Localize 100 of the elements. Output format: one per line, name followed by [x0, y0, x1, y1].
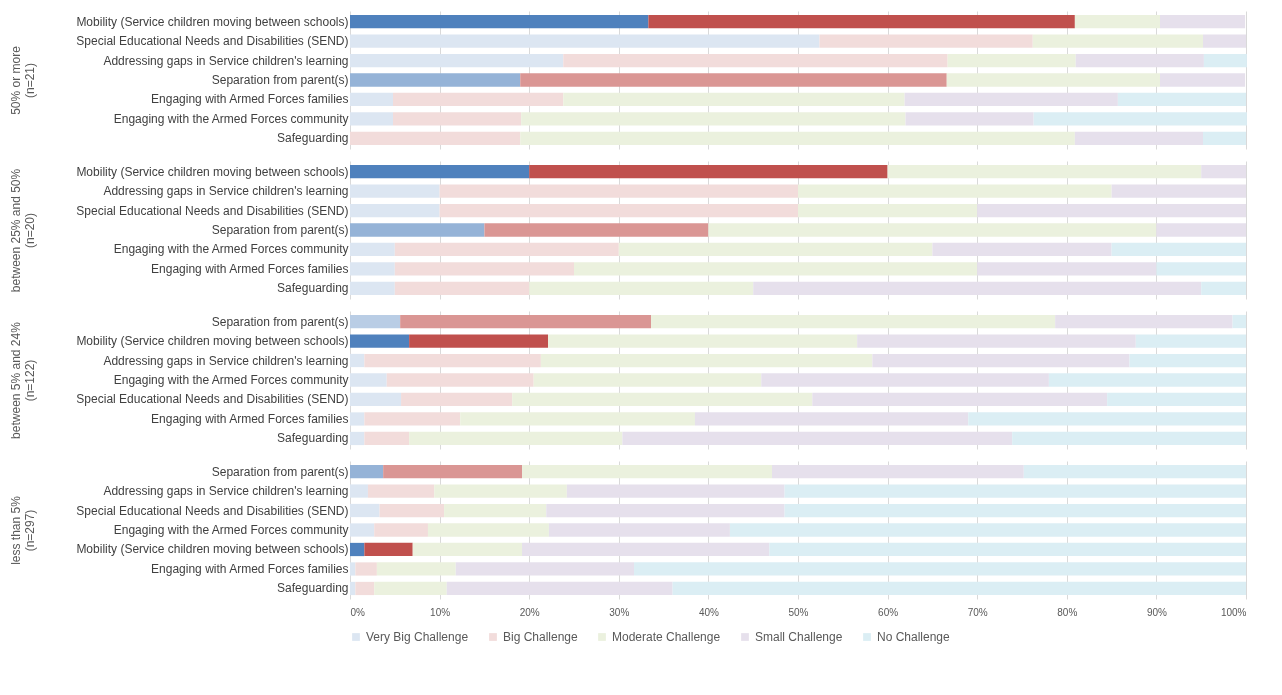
bar: [648, 14, 1075, 29]
bar: [350, 503, 380, 518]
bar: [394, 281, 530, 296]
bar: [364, 353, 541, 368]
bar: [350, 523, 375, 537]
bar: [355, 581, 375, 596]
legend-label: Moderate Challenge: [612, 630, 721, 644]
x-tick-label: 80%: [1057, 606, 1078, 618]
x-tick-label: 20%: [519, 606, 540, 618]
bar: [1156, 223, 1246, 237]
y-axis-title: 50% or more (n=21): [8, 45, 37, 115]
bar: [905, 112, 1034, 126]
bar: [819, 34, 1033, 48]
bar: [1156, 262, 1246, 276]
y-tick-label: Engaging with Armed Forces families: [151, 411, 349, 426]
bar: [439, 184, 798, 198]
bar: [350, 184, 440, 198]
bar: [784, 484, 1246, 498]
bar: [350, 242, 395, 257]
bar: [946, 73, 1160, 87]
y-tick-label: Engaging with the Armed Forces community: [113, 111, 349, 126]
bar: [1074, 131, 1203, 146]
bar: [350, 562, 356, 576]
bar: [1159, 14, 1246, 29]
bar: [977, 262, 1157, 276]
bar: [533, 373, 762, 387]
bar: [904, 92, 1118, 107]
bar: [622, 431, 1013, 446]
bar: [1012, 431, 1246, 446]
bar: [1202, 34, 1246, 48]
bar: [484, 223, 709, 237]
legend-label: Big Challenge: [503, 630, 579, 644]
bar: [1055, 314, 1233, 329]
bar: [386, 373, 534, 387]
legend-label: No Challenge: [877, 630, 951, 644]
y-tick-label: Mobility (Service children moving between schools): [76, 334, 349, 349]
bar: [798, 184, 1112, 198]
bar: [1023, 464, 1246, 479]
bar: [364, 412, 461, 426]
y-tick-label: Special Educational Needs and Disabilities (SEND): [76, 203, 349, 218]
x-tick-label: 40%: [698, 606, 720, 618]
bar: [446, 581, 673, 596]
y-tick-label: Separation from parent(s): [211, 73, 349, 87]
y-tick-label: Engaging with Armed Forces families: [151, 561, 349, 576]
bar: [444, 503, 547, 518]
bar: [350, 542, 365, 557]
bar: [694, 412, 969, 426]
bar: [364, 542, 413, 557]
bar: [574, 262, 978, 276]
x-tick-label: 100%: [1220, 606, 1247, 618]
bar: [1117, 92, 1246, 107]
legend-label: Small Challenge: [755, 630, 843, 644]
bar: [355, 562, 377, 576]
bar: [1033, 112, 1247, 126]
bar: [753, 281, 1202, 296]
bar: [350, 53, 564, 68]
bar: [1201, 164, 1246, 179]
y-tick-label: Separation from parent(s): [211, 314, 349, 329]
bar: [350, 203, 440, 218]
bar: [1107, 392, 1246, 407]
bar: [434, 484, 567, 498]
bar: [548, 523, 730, 537]
y-tick-label: Special Educational Needs and Disabilities (SEND): [76, 392, 349, 407]
bar: [1201, 281, 1246, 296]
x-tick-label: 60%: [878, 606, 899, 618]
y-axis-title: less than 5% (n=297): [8, 495, 37, 565]
bar: [383, 464, 523, 479]
y-axis-title: between 5% and 24% (n=122): [8, 321, 37, 439]
bar: [394, 242, 619, 257]
bar: [350, 464, 384, 479]
bar: [672, 581, 1246, 596]
bar: [798, 203, 978, 218]
legend-label: Very Big Challenge: [366, 630, 469, 644]
y-tick-label: Mobility (Service children moving between schools): [76, 542, 349, 557]
bar: [812, 392, 1108, 407]
bar: [350, 164, 530, 179]
bar: [350, 373, 387, 387]
bar: [409, 334, 549, 348]
bar: [350, 392, 402, 407]
y-tick-label: Engaging with Armed Forces families: [151, 92, 349, 107]
bar: [1135, 334, 1246, 348]
y-axis-title: between 25% and 50% (n=20): [8, 168, 37, 293]
y-tick-label: Addressing gaps in Service children's learning: [103, 184, 349, 199]
x-tick-label: 70%: [967, 606, 988, 618]
bar: [367, 484, 435, 498]
bar: [546, 503, 785, 518]
bar: [350, 223, 485, 237]
bar: [350, 281, 395, 296]
y-tick-label: Special Educational Needs and Disabilities (SEND): [76, 503, 349, 518]
bar: [520, 131, 1075, 146]
bar: [427, 523, 549, 537]
x-tick-label: 0%: [350, 606, 366, 618]
bar: [350, 112, 394, 126]
bar: [947, 53, 1076, 68]
x-tick-label: 30%: [609, 606, 630, 618]
bar: [857, 334, 1136, 348]
bar: [761, 373, 1049, 387]
bar: [455, 562, 635, 576]
bar: [350, 34, 820, 48]
bar: [708, 223, 1157, 237]
